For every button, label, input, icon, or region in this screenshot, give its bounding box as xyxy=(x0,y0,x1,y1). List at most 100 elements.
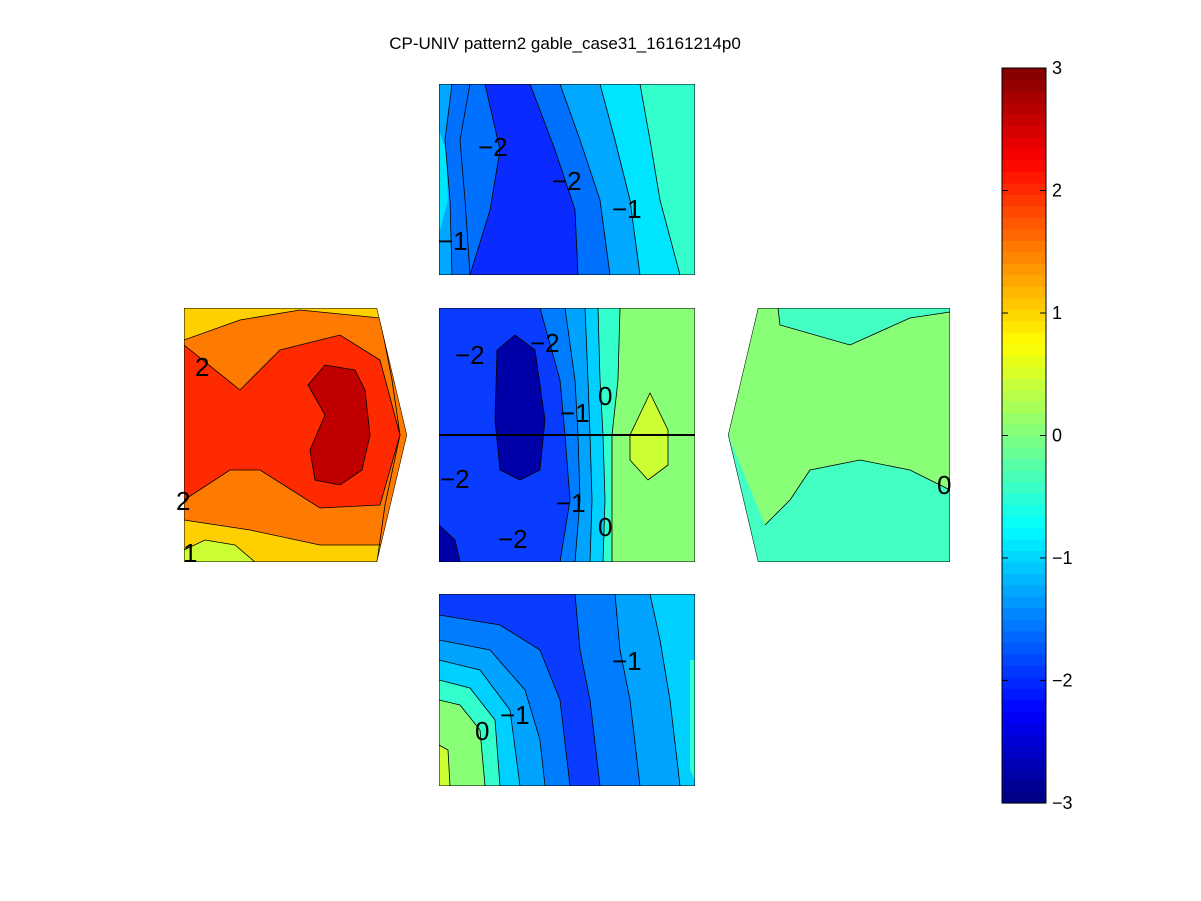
colorbar-strip xyxy=(1002,343,1046,356)
colorbar-strip xyxy=(1002,389,1046,402)
colorbar-tick-label: −1 xyxy=(1052,548,1073,568)
colorbar-strip xyxy=(1002,435,1046,448)
panel-left xyxy=(184,308,407,562)
colorbar-strip xyxy=(1002,768,1046,781)
colorbar-strip xyxy=(1002,607,1046,620)
colorbar-strip xyxy=(1002,366,1046,379)
colorbar-tick-label: 3 xyxy=(1052,58,1062,78)
band-left-3 xyxy=(308,365,370,485)
label-center-6: 0 xyxy=(598,512,612,542)
colorbar-strip xyxy=(1002,573,1046,586)
colorbar-strip xyxy=(1002,504,1046,517)
colorbar-strip xyxy=(1002,251,1046,264)
colorbar-strip xyxy=(1002,113,1046,127)
band-right-1 xyxy=(728,308,950,525)
colorbar-tick-label: 2 xyxy=(1052,181,1062,201)
label-center-1: −2 xyxy=(530,328,560,358)
panel-center xyxy=(439,308,695,562)
colorbar-strip xyxy=(1002,171,1046,184)
label-top-3: −1 xyxy=(438,226,468,256)
colorbar-strip xyxy=(1002,79,1046,92)
colorbar-strip xyxy=(1002,228,1046,241)
colorbar-strip xyxy=(1002,596,1046,609)
colorbar-strip xyxy=(1002,791,1046,804)
colorbar-strip xyxy=(1002,240,1046,253)
colorbar-strip xyxy=(1002,584,1046,597)
panel-top xyxy=(439,84,695,275)
colorbar-strip xyxy=(1002,182,1046,195)
colorbar-strip xyxy=(1002,699,1046,712)
colorbar-strip xyxy=(1002,688,1046,701)
colorbar-strip xyxy=(1002,378,1046,391)
label-center-0: −2 xyxy=(455,340,485,370)
colorbar-strip xyxy=(1002,619,1046,632)
colorbar-strip xyxy=(1002,194,1046,207)
colorbar-strip xyxy=(1002,757,1046,770)
label-bottom-0: −1 xyxy=(612,646,642,676)
colorbar-strip xyxy=(1002,217,1046,230)
colorbar-strip xyxy=(1002,538,1046,551)
colorbar-strip xyxy=(1002,320,1046,333)
label-bottom-2: 0 xyxy=(475,716,489,746)
colorbar-strip xyxy=(1002,458,1046,471)
label-bottom-1: −1 xyxy=(500,700,530,730)
colorbar-tick-label: −2 xyxy=(1052,671,1073,691)
label-left-0: 2 xyxy=(195,352,209,382)
colorbar-strip xyxy=(1002,630,1046,643)
band-bottom-6 xyxy=(439,745,450,786)
colorbar-strip xyxy=(1002,711,1046,724)
label-top-0: −2 xyxy=(478,132,508,162)
colorbar-strip xyxy=(1002,424,1046,437)
colorbar-tick-label: 1 xyxy=(1052,303,1062,323)
colorbar-strip xyxy=(1002,286,1046,299)
label-center-4: −2 xyxy=(440,464,470,494)
colorbar-strip xyxy=(1002,446,1046,460)
colorbar-strip xyxy=(1002,515,1046,528)
chart-title: CP-UNIV pattern2 gable_case31_16161214p0 xyxy=(389,34,741,53)
label-center-7: −2 xyxy=(498,524,528,554)
colorbar-strip xyxy=(1002,125,1046,138)
band-center-1 xyxy=(495,335,545,480)
colorbar-strip xyxy=(1002,481,1046,494)
colorbar-strip xyxy=(1002,90,1046,104)
label-top-1: −2 xyxy=(552,166,582,196)
colorbar-strip xyxy=(1002,734,1046,747)
colorbar-strip xyxy=(1002,136,1046,149)
label-left-1: 2 xyxy=(176,486,190,516)
colorbar-strip xyxy=(1002,653,1046,666)
band-left-4 xyxy=(184,540,255,562)
colorbar-strip xyxy=(1002,527,1046,540)
label-left-2: 1 xyxy=(183,538,197,568)
colorbar-strip xyxy=(1002,263,1046,276)
colorbar-strip xyxy=(1002,205,1046,218)
colorbar-tick-label: −3 xyxy=(1052,793,1073,813)
label-center-5: −1 xyxy=(556,488,586,518)
colorbar-strip xyxy=(1002,102,1046,115)
band-center-x xyxy=(439,525,460,562)
colorbar-strip xyxy=(1002,469,1046,483)
colorbar-strip xyxy=(1002,68,1046,81)
colorbar-strip xyxy=(1002,148,1046,161)
colorbar-strip xyxy=(1002,780,1046,793)
colorbar-strip xyxy=(1002,676,1046,689)
label-right-0: 0 xyxy=(937,470,951,500)
colorbar-strip xyxy=(1002,355,1046,368)
contour-labels: −2 −2 −1 −1 −2 −2 0 −1 −2 −1 0 −2 2 2 1 … xyxy=(176,132,951,746)
colorbar-strip xyxy=(1002,492,1046,506)
colorbar-strip xyxy=(1002,722,1046,735)
band-center-7 xyxy=(630,393,668,480)
colorbar-strip xyxy=(1002,561,1046,574)
panel-right xyxy=(728,308,950,562)
colorbar-strip xyxy=(1002,297,1046,310)
label-top-2: −1 xyxy=(612,194,642,224)
colorbar-strip xyxy=(1002,159,1046,172)
colorbar-tick-label: 0 xyxy=(1052,426,1062,446)
colorbar-strip xyxy=(1002,665,1046,678)
colorbar-strip xyxy=(1002,401,1046,414)
colorbar-strip xyxy=(1002,309,1046,322)
band-top-4 xyxy=(470,84,578,275)
label-center-3: −1 xyxy=(560,398,590,428)
colorbar-strip xyxy=(1002,745,1046,758)
band-bottom-3 xyxy=(439,594,695,786)
